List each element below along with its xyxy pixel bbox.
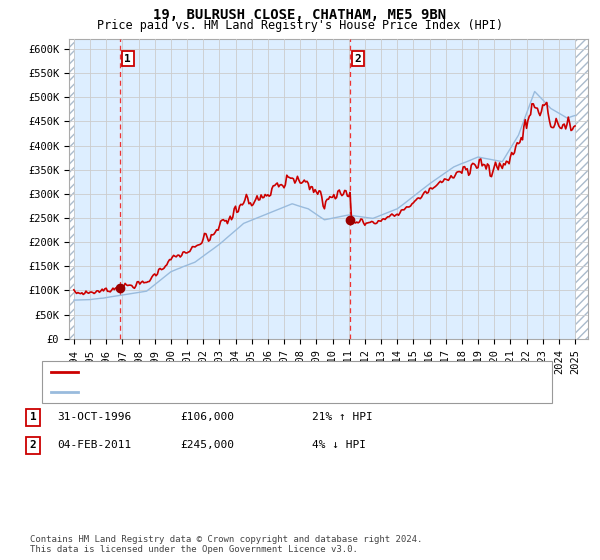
Polygon shape — [69, 39, 74, 339]
Text: £245,000: £245,000 — [180, 440, 234, 450]
Text: 2: 2 — [355, 54, 362, 64]
Text: 4% ↓ HPI: 4% ↓ HPI — [312, 440, 366, 450]
Text: 31-OCT-1996: 31-OCT-1996 — [57, 412, 131, 422]
Text: 19, BULRUSH CLOSE, CHATHAM, ME5 9BN: 19, BULRUSH CLOSE, CHATHAM, ME5 9BN — [154, 8, 446, 22]
Text: 21% ↑ HPI: 21% ↑ HPI — [312, 412, 373, 422]
Text: 04-FEB-2011: 04-FEB-2011 — [57, 440, 131, 450]
Text: Contains HM Land Registry data © Crown copyright and database right 2024.
This d: Contains HM Land Registry data © Crown c… — [30, 535, 422, 554]
Text: Price paid vs. HM Land Registry's House Price Index (HPI): Price paid vs. HM Land Registry's House … — [97, 19, 503, 32]
Text: 19, BULRUSH CLOSE, CHATHAM, ME5 9BN (detached house): 19, BULRUSH CLOSE, CHATHAM, ME5 9BN (det… — [81, 367, 432, 377]
Text: 1: 1 — [124, 54, 131, 64]
Text: HPI: Average price, detached house, Medway: HPI: Average price, detached house, Medw… — [81, 387, 365, 397]
Polygon shape — [575, 39, 588, 339]
Text: 1: 1 — [29, 412, 37, 422]
Text: 2: 2 — [29, 440, 37, 450]
Text: £106,000: £106,000 — [180, 412, 234, 422]
